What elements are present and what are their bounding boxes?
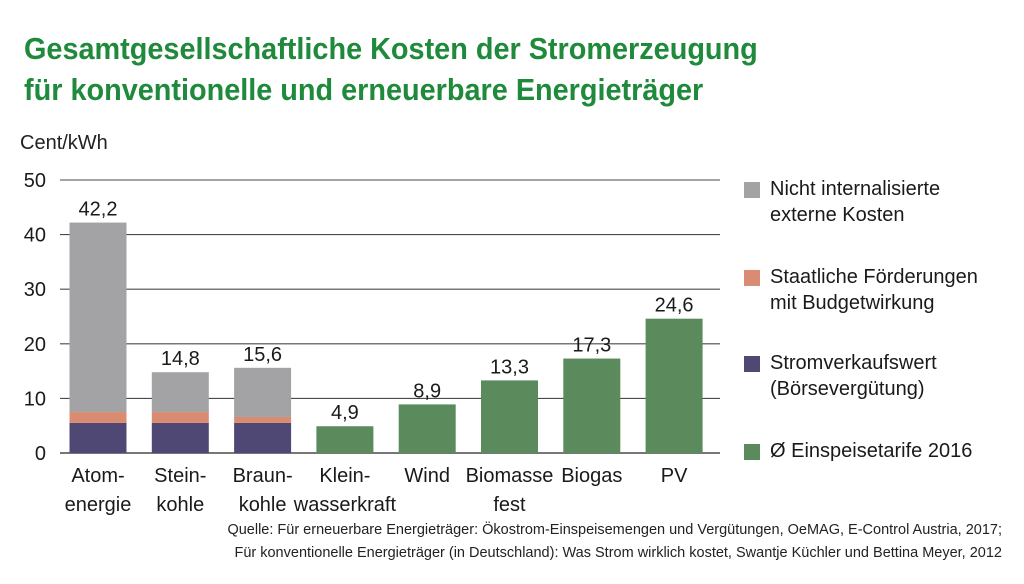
- bar-total-label: 42,2: [79, 199, 118, 221]
- chart-title-line-1: Gesamtgesellschaftliche Kosten der Strom…: [24, 31, 758, 66]
- x-tick-label: kohle: [239, 494, 287, 516]
- x-tick-label: wasserkraft: [293, 494, 397, 516]
- bar-segment-stromverkaufswert: [151, 422, 209, 453]
- legend-swatch: [744, 356, 760, 372]
- bar-segment-einspeisetarif: [481, 380, 538, 453]
- bar-segment-nicht_internalisiert: [151, 372, 209, 413]
- bar-segment-foerderung: [234, 416, 292, 423]
- x-tick-label: Wind: [404, 465, 450, 487]
- y-tick-label: 0: [35, 443, 46, 465]
- y-tick-label: 50: [24, 170, 46, 192]
- legend-label: Stromverkaufswert (Börsevergütung): [770, 352, 937, 400]
- bar-segment-einspeisetarif: [316, 426, 374, 453]
- y-axis-ticks: 0 10 20 30 40 50: [24, 170, 46, 465]
- x-tick-label: Biogas: [561, 465, 622, 487]
- y-tick-label: 30: [24, 279, 46, 301]
- bar-total-label: 14,8: [161, 348, 200, 370]
- bar-segment-stromverkaufswert: [234, 422, 292, 453]
- bar-segment-foerderung: [151, 412, 209, 423]
- source-line-2: Für konventionelle Energieträger (in Deu…: [234, 545, 1002, 561]
- legend-item-stromverkaufswert: Stromverkaufswert (Börsevergütung): [744, 350, 937, 402]
- legend-swatch: [744, 270, 760, 286]
- bar-segment-nicht_internalisiert: [234, 367, 292, 417]
- legend-item-foerderung: Staatliche Förderungen mit Budgetwirkung: [744, 264, 978, 316]
- bar-total-label: 8,9: [413, 380, 441, 402]
- bars: [69, 222, 703, 453]
- x-tick-label: Biomasse: [466, 465, 554, 487]
- x-axis-ticks: Atom-energie Stein-kohle Braun-kohle Klein-…: [65, 465, 688, 516]
- legend-item-nicht_internalisiert: Nicht internalisierte externe Kosten: [744, 176, 940, 228]
- bar-total-label: 4,9: [331, 402, 359, 424]
- bar-total-label: 17,3: [572, 335, 611, 357]
- legend-label: Ø Einspeisetarife 2016: [770, 440, 973, 462]
- source-line-1: Quelle: Für erneuerbare Energieträger: Ö…: [227, 522, 1002, 538]
- bar-total-label: 13,3: [490, 356, 529, 378]
- total-labels: 42,2 14,8 15,6 4,9 8,9 13,3 17,3 24,6: [79, 199, 694, 425]
- x-tick-label: Atom-: [71, 465, 124, 487]
- bar-total-label: 24,6: [655, 295, 694, 317]
- x-tick-label: kohle: [156, 494, 204, 516]
- bar-segment-stromverkaufswert: [69, 422, 127, 453]
- y-tick-label: 10: [24, 388, 46, 410]
- legend-item-einspeisetarif: Ø Einspeisetarife 2016: [744, 438, 972, 464]
- bar-segment-foerderung: [69, 412, 127, 423]
- x-tick-label: Stein-: [154, 465, 206, 487]
- y-tick-label: 20: [24, 334, 46, 356]
- y-axis-unit-label: Cent/kWh: [20, 132, 108, 154]
- chart-title-line-2: für konventionelle und erneuerbare Energ…: [24, 72, 704, 107]
- bar-segment-einspeisetarif: [563, 358, 621, 453]
- legend-label: Staatliche Förderungen mit Budgetwirkung: [770, 266, 978, 314]
- chart-title: Gesamtgesellschaftliche Kosten der Strom…: [24, 28, 758, 110]
- bar-segment-nicht_internalisiert: [69, 222, 127, 413]
- source-note: Quelle: Für erneuerbare Energieträger: Ö…: [227, 519, 1002, 565]
- legend-swatch: [744, 444, 760, 460]
- bar-segment-einspeisetarif: [398, 404, 456, 453]
- bar-total-label: 15,6: [243, 344, 282, 366]
- x-tick-label: Klein-: [319, 465, 370, 487]
- x-tick-label: energie: [65, 494, 132, 516]
- legend-swatch: [744, 182, 760, 198]
- bar-segment-einspeisetarif: [645, 318, 703, 453]
- y-tick-label: 40: [24, 225, 46, 247]
- x-tick-label: PV: [661, 465, 688, 487]
- legend-label: Nicht internalisierte externe Kosten: [770, 178, 941, 226]
- x-tick-label: Braun-: [233, 465, 293, 487]
- x-tick-label: fest: [493, 494, 526, 516]
